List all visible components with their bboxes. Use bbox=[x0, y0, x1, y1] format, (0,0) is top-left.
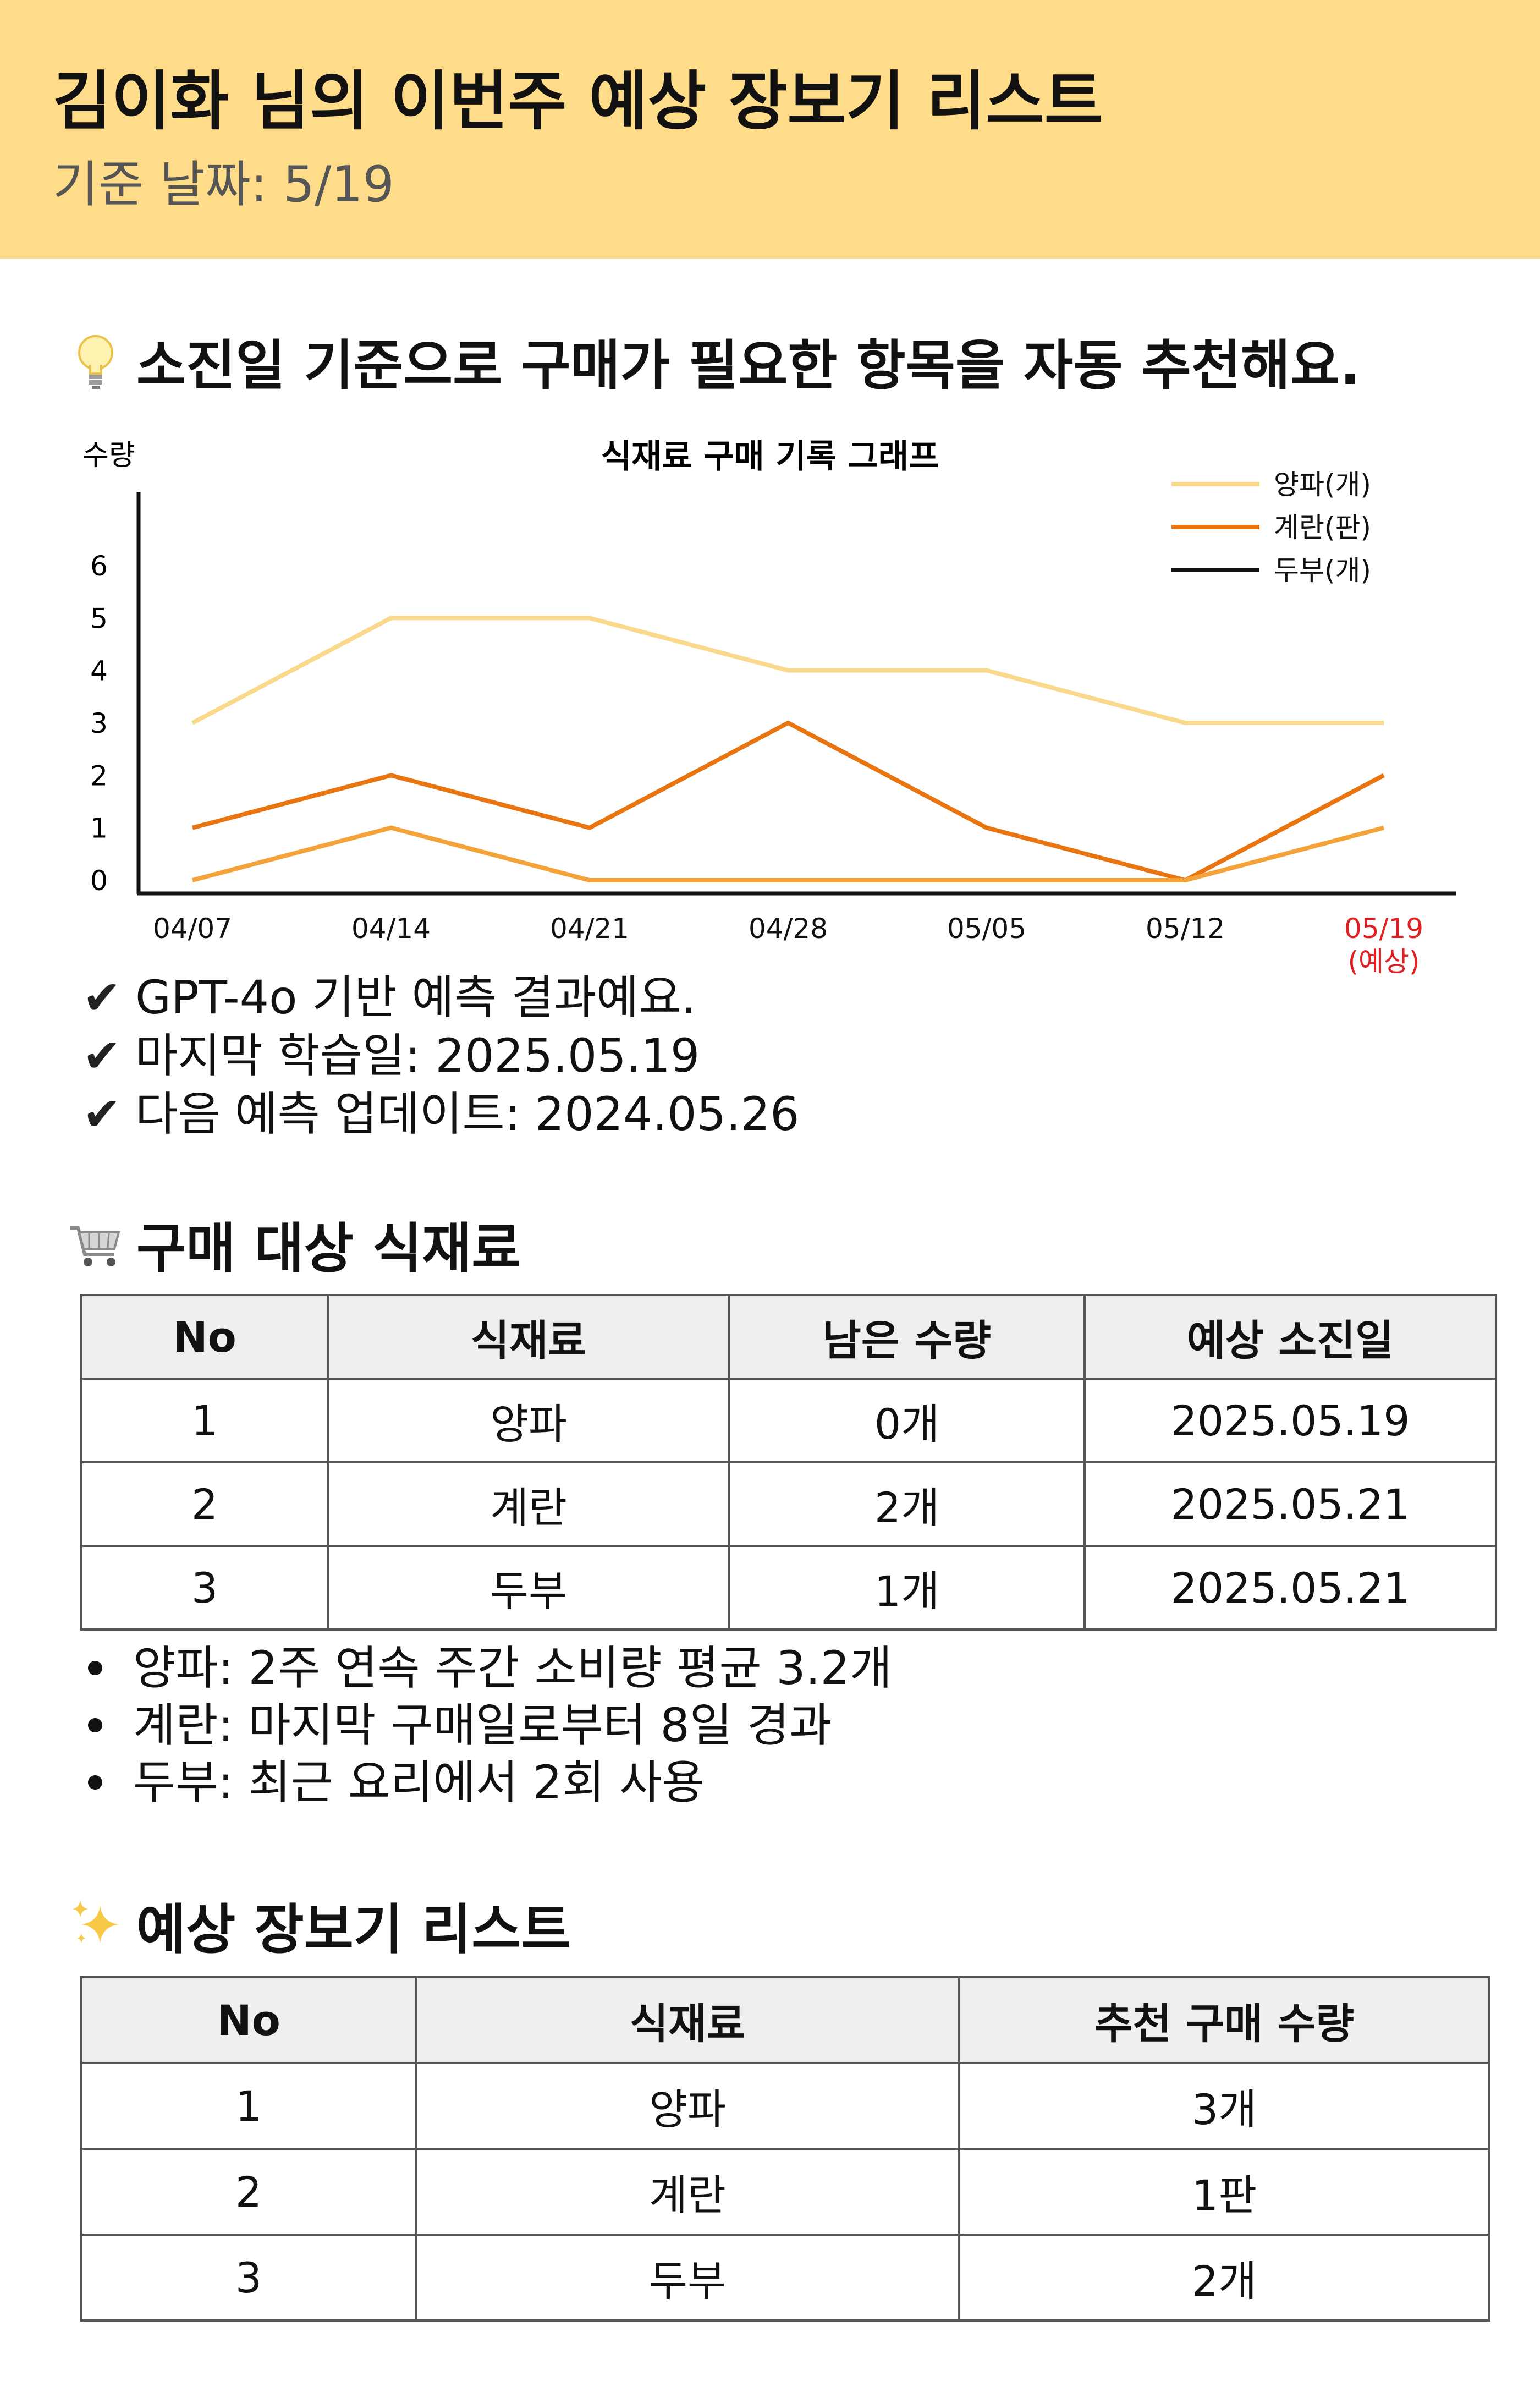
legend-label: 계란(판) bbox=[1274, 512, 1371, 544]
table-row: 2 계란 2개 2025.05.21 bbox=[80, 1461, 1497, 1547]
purchase-history-chart: 수량 식재료 구매 기록 그래프 0 1 2 3 4 5 6 04/07 04/14 04/21… bbox=[82, 437, 1456, 978]
shopping-section-label: 예상 장보기 리스트 bbox=[136, 1899, 571, 1961]
table-header-row: No 식재료 추천 구매 수량 bbox=[80, 1976, 1491, 2064]
recommend-section-label: 소진일 기준으로 구매가 필요한 항목을 자동 추천해요. bbox=[136, 334, 1361, 397]
reference-date: 기준 날짜: 5/19 bbox=[53, 156, 394, 213]
list-item: 계란: 마지막 구매일로부터 8일 경과 bbox=[82, 1697, 892, 1754]
cell-ingredient: 두부 bbox=[415, 2234, 960, 2322]
cell-recommended-qty: 2개 bbox=[958, 2234, 1491, 2322]
x-tick-label: 05/19 bbox=[1344, 913, 1423, 945]
cell-no: 1 bbox=[80, 1378, 329, 1463]
check-icon: ✔ bbox=[82, 1087, 122, 1141]
cell-no: 2 bbox=[80, 1461, 329, 1547]
table-row: 2 계란 1판 bbox=[80, 2148, 1491, 2236]
column-header: No bbox=[80, 1976, 417, 2064]
bullet-icon bbox=[88, 1661, 102, 1675]
legend-label: 양파(개) bbox=[1274, 469, 1371, 501]
y-tick-label: 1 bbox=[90, 813, 108, 844]
shopping-cart-icon bbox=[68, 1214, 123, 1274]
chart-title: 식재료 구매 기록 그래프 bbox=[601, 437, 939, 476]
cell-remaining: 2개 bbox=[728, 1461, 1086, 1547]
x-tick-label: 05/12 bbox=[1146, 913, 1225, 945]
x-tick-label: 05/05 bbox=[947, 913, 1026, 945]
check-icon: ✔ bbox=[82, 1029, 122, 1083]
note-item: ✔ 마지막 학습일: 2025.05.19 bbox=[82, 1027, 800, 1085]
page-title: 김이화 님의 이번주 예상 장보기 리스트 bbox=[53, 64, 1103, 139]
table-row: 1 양파 0개 2025.05.19 bbox=[80, 1378, 1497, 1463]
y-tick-label: 5 bbox=[90, 602, 108, 634]
purchase-target-table: No 식재료 남은 수량 예상 소진일 1 양파 0개 2025.05.19 2… bbox=[80, 1294, 1497, 1631]
purchase-reasons: 양파: 2주 연속 주간 소비량 평균 3.2개 계란: 마지막 구매일로부터 … bbox=[82, 1639, 892, 1811]
shopping-list-table: No 식재료 추천 구매 수량 1 양파 3개 2 계란 1판 3 두부 2개 bbox=[80, 1976, 1491, 2322]
table-row: 3 두부 2개 bbox=[80, 2234, 1491, 2322]
purchase-section-title: 구매 대상 식재료 bbox=[68, 1205, 521, 1283]
chart-y-axis-label: 수량 bbox=[82, 439, 135, 472]
column-header: 식재료 bbox=[415, 1976, 960, 2064]
cell-ingredient: 양파 bbox=[327, 1378, 730, 1463]
cell-ingredient: 계란 bbox=[327, 1461, 730, 1547]
x-tick-label: 04/14 bbox=[351, 913, 431, 945]
column-header: 남은 수량 bbox=[728, 1294, 1086, 1380]
legend-label: 두부(개) bbox=[1274, 555, 1371, 586]
column-header: No bbox=[80, 1294, 329, 1380]
cell-remaining: 1개 bbox=[728, 1545, 1086, 1631]
series-line bbox=[191, 616, 1384, 725]
recommend-section-title: 소진일 기준으로 구매가 필요한 항목을 자동 추천해요. bbox=[68, 322, 1360, 400]
y-tick-label: 3 bbox=[90, 707, 108, 739]
x-tick-label: 04/07 bbox=[153, 913, 232, 945]
cell-depletion-date: 2025.05.19 bbox=[1084, 1378, 1497, 1463]
bullet-icon bbox=[88, 1775, 102, 1790]
cell-depletion-date: 2025.05.21 bbox=[1084, 1545, 1497, 1631]
table-header-row: No 식재료 남은 수량 예상 소진일 bbox=[80, 1294, 1497, 1380]
cell-no: 2 bbox=[80, 2148, 417, 2236]
y-tick-label: 4 bbox=[90, 655, 108, 687]
cell-ingredient: 두부 bbox=[327, 1545, 730, 1631]
cell-no: 3 bbox=[80, 2234, 417, 2322]
y-tick-label: 2 bbox=[90, 760, 108, 792]
series-line bbox=[191, 721, 1385, 882]
cell-remaining: 0개 bbox=[728, 1378, 1086, 1463]
x-tick-label: 04/21 bbox=[550, 913, 629, 945]
y-tick-label: 6 bbox=[90, 550, 108, 582]
note-item: ✔ 다음 예측 업데이트: 2024.05.26 bbox=[82, 1085, 800, 1143]
prediction-notes: ✔ GPT-4o 기반 예측 결과예요. ✔ 마지막 학습일: 2025.05.… bbox=[82, 968, 800, 1143]
x-tick-label: 04/28 bbox=[749, 913, 828, 945]
shopping-section-title: 예상 장보기 리스트 bbox=[68, 1886, 571, 1964]
y-tick-label: 0 bbox=[90, 865, 108, 897]
lightbulb-icon bbox=[68, 331, 123, 391]
predicted-label: (예상) bbox=[1348, 946, 1420, 978]
series-line bbox=[191, 825, 1385, 882]
sparkles-icon bbox=[68, 1895, 123, 1955]
cell-no: 1 bbox=[80, 2062, 417, 2150]
cell-recommended-qty: 3개 bbox=[958, 2062, 1491, 2150]
cell-ingredient: 양파 bbox=[415, 2062, 960, 2150]
column-header: 추천 구매 수량 bbox=[958, 1976, 1491, 2064]
cell-recommended-qty: 1판 bbox=[958, 2148, 1491, 2236]
table-row: 1 양파 3개 bbox=[80, 2062, 1491, 2150]
column-header: 식재료 bbox=[327, 1294, 730, 1380]
check-icon: ✔ bbox=[82, 970, 122, 1024]
cell-depletion-date: 2025.05.21 bbox=[1084, 1461, 1497, 1547]
list-item: 양파: 2주 연속 주간 소비량 평균 3.2개 bbox=[82, 1639, 892, 1697]
cell-no: 3 bbox=[80, 1545, 329, 1631]
note-item: ✔ GPT-4o 기반 예측 결과예요. bbox=[82, 968, 800, 1027]
list-item: 두부: 최근 요리에서 2회 사용 bbox=[82, 1754, 892, 1811]
column-header: 예상 소진일 bbox=[1084, 1294, 1497, 1380]
purchase-section-label: 구매 대상 식재료 bbox=[136, 1217, 521, 1280]
table-row: 3 두부 1개 2025.05.21 bbox=[80, 1545, 1497, 1631]
bullet-icon bbox=[88, 1718, 102, 1732]
cell-ingredient: 계란 bbox=[415, 2148, 960, 2236]
page-header: 김이화 님의 이번주 예상 장보기 리스트 기준 날짜: 5/19 bbox=[0, 0, 1540, 259]
